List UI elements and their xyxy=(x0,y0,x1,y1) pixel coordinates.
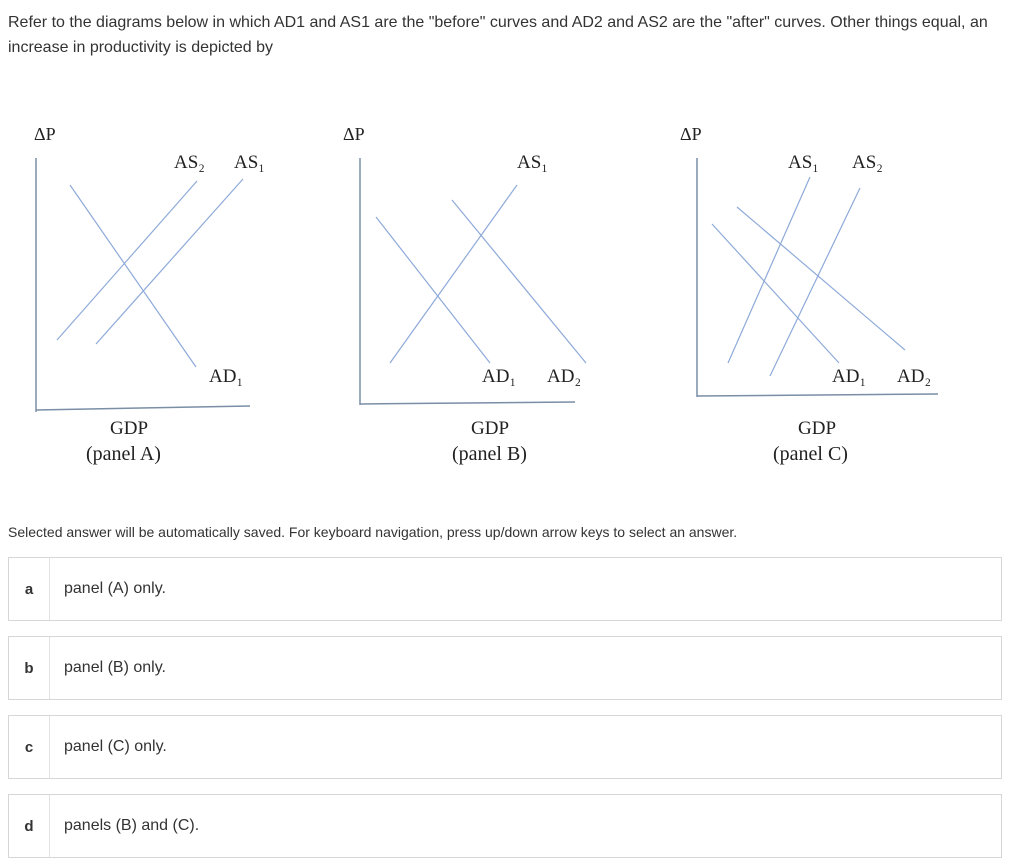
panel-a-x-axis-label: GDP xyxy=(110,418,148,439)
answer-instructions: Selected answer will be automatically sa… xyxy=(8,524,738,540)
panel-c-as2-label: AS₂ xyxy=(852,152,883,173)
option-d-text: panels (B) and (C). xyxy=(64,817,200,834)
panel-c-caption: (panel C) xyxy=(773,443,848,465)
panel-c-ad2-label: AD₂ xyxy=(897,366,931,387)
panel-b-y-axis-label: ΔP xyxy=(343,124,365,144)
option-c-letter: c xyxy=(9,716,50,778)
panel-b-ad2-curve xyxy=(451,199,587,364)
panel-c-as1-label: AS₁ xyxy=(788,152,819,173)
panel-c-ad1-label: AD₁ xyxy=(832,366,866,387)
panel-a-as2-label: AS₂ xyxy=(174,152,205,173)
panel-c-x-axis-label: GDP xyxy=(798,418,836,439)
panel-b-ad2-label: AD₂ xyxy=(547,366,581,387)
panel-b-caption: (panel B) xyxy=(452,443,527,465)
panel-a-as2-curve xyxy=(56,180,198,341)
panel-c-as2-curve xyxy=(769,187,861,377)
panel-a-y-axis-label: ΔP xyxy=(34,124,56,144)
panel-a-as1-label: AS₁ xyxy=(234,152,265,173)
panel-b-ad1-curve xyxy=(375,216,491,364)
panel-a-as1-curve xyxy=(95,178,244,345)
panel-c: ΔP AS₁ AS₂ AD₁ AD₂ GDP (panel C) xyxy=(680,124,939,465)
option-b-letter: b xyxy=(9,637,50,699)
panel-c-ad1-curve xyxy=(711,223,840,364)
option-d-letter: d xyxy=(9,795,50,857)
option-c-text: panel (C) only. xyxy=(64,738,167,755)
panel-a: ΔP AS₂ AS₁ AD₁ GDP (panel A) xyxy=(34,124,265,465)
option-a-letter: a xyxy=(9,558,50,620)
option-b-text: panel (B) only. xyxy=(64,659,166,676)
panels-svg: ΔP AS₂ AS₁ AD₁ GDP (panel A) ΔP AS₁ AD₁ … xyxy=(34,124,939,465)
option-b[interactable]: b panel (B) only. xyxy=(8,636,1002,700)
option-c[interactable]: c panel (C) only. xyxy=(8,715,1002,779)
panel-b-x-axis-label: GDP xyxy=(471,418,509,439)
panel-a-caption: (panel A) xyxy=(86,443,161,465)
panel-a-x-axis xyxy=(35,405,251,411)
panel-b-as1-curve xyxy=(389,184,518,364)
panel-c-as1-curve xyxy=(727,176,811,364)
option-d[interactable]: d panels (B) and (C). xyxy=(8,794,1002,858)
panels-figure: ΔP AS₂ AS₁ AD₁ GDP (panel A) ΔP AS₁ AD₁ … xyxy=(0,100,1024,500)
question-text: Refer to the diagrams below in which AD1… xyxy=(8,14,988,56)
panel-b-as1-label: AS₁ xyxy=(517,152,548,173)
panel-b-ad1-label: AD₁ xyxy=(482,366,516,387)
panel-b-x-axis xyxy=(359,401,576,405)
panel-a-ad1-curve xyxy=(69,184,197,368)
panel-b: ΔP AS₁ AD₁ AD₂ GDP (panel B) xyxy=(343,124,587,465)
panel-c-x-axis xyxy=(696,393,939,397)
panel-c-y-axis-label: ΔP xyxy=(680,124,702,144)
panel-c-ad2-curve xyxy=(736,206,906,351)
panel-a-ad1-label: AD₁ xyxy=(209,366,243,387)
option-a-text: panel (A) only. xyxy=(64,580,166,597)
option-a[interactable]: a panel (A) only. xyxy=(8,557,1002,621)
